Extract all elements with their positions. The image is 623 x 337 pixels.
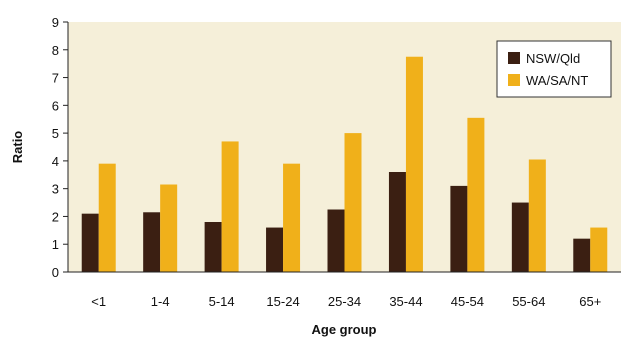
x-axis-ticks: <1 1-4 5-14 15-24 25-34 35-44 45-54 55-64 65+ [91, 294, 601, 309]
y-tick-label: 0 [52, 265, 59, 280]
bar-nsw-qld-1 [143, 212, 161, 272]
x-tick-label: 35-44 [389, 294, 422, 309]
bar-wa-sa-nt-0 [98, 163, 116, 272]
y-tick-label: 6 [52, 98, 59, 113]
x-tick-label: 25-34 [328, 294, 361, 309]
bar-nsw-qld-0 [81, 213, 99, 272]
y-tick-label: 8 [52, 43, 59, 58]
bar-wa-sa-nt-5 [405, 56, 423, 272]
legend-swatch-nsw-qld [508, 52, 520, 64]
legend-box [496, 40, 612, 98]
bar-wa-sa-nt-7 [528, 159, 546, 272]
bar-nsw-qld-4 [327, 209, 345, 272]
y-tick-label: 3 [52, 182, 59, 197]
y-tick-label: 5 [52, 126, 59, 141]
bar-wa-sa-nt-8 [590, 227, 608, 272]
y-axis-ticks: 0 1 2 3 4 5 6 7 8 9 [52, 15, 68, 280]
x-tick-label: <1 [91, 294, 106, 309]
x-tick-label: 65+ [579, 294, 601, 309]
bar-series [81, 56, 608, 272]
legend-label-nsw-qld: NSW/Qld [526, 51, 580, 66]
y-tick-label: 4 [52, 154, 59, 169]
bar-wa-sa-nt-3 [283, 163, 301, 272]
bar-wa-sa-nt-2 [221, 141, 239, 272]
y-tick-label: 2 [52, 209, 59, 224]
bar-nsw-qld-7 [511, 202, 529, 272]
y-tick-label: 1 [52, 237, 59, 252]
bar-wa-sa-nt-4 [344, 133, 362, 272]
x-tick-label: 1-4 [151, 294, 170, 309]
x-tick-label: 45-54 [451, 294, 484, 309]
bar-nsw-qld-8 [573, 238, 591, 272]
x-axis-title: Age group [312, 322, 377, 337]
bar-nsw-qld-2 [204, 222, 222, 272]
x-tick-label: 5-14 [209, 294, 235, 309]
y-axis-title: Ratio [10, 131, 25, 164]
y-tick-label: 9 [52, 15, 59, 30]
bar-nsw-qld-3 [266, 227, 284, 272]
x-tick-label: 15-24 [266, 294, 299, 309]
bar-nsw-qld-5 [388, 172, 406, 272]
x-tick-label: 55-64 [512, 294, 545, 309]
y-tick-label: 7 [52, 71, 59, 86]
legend-label-wa-sa-nt: WA/SA/NT [526, 73, 588, 88]
bar-wa-sa-nt-6 [467, 117, 485, 272]
bar-nsw-qld-6 [450, 185, 468, 272]
bar-wa-sa-nt-1 [160, 184, 178, 272]
legend: NSW/Qld WA/SA/NT [496, 40, 612, 98]
legend-swatch-wa-sa-nt [508, 74, 520, 86]
